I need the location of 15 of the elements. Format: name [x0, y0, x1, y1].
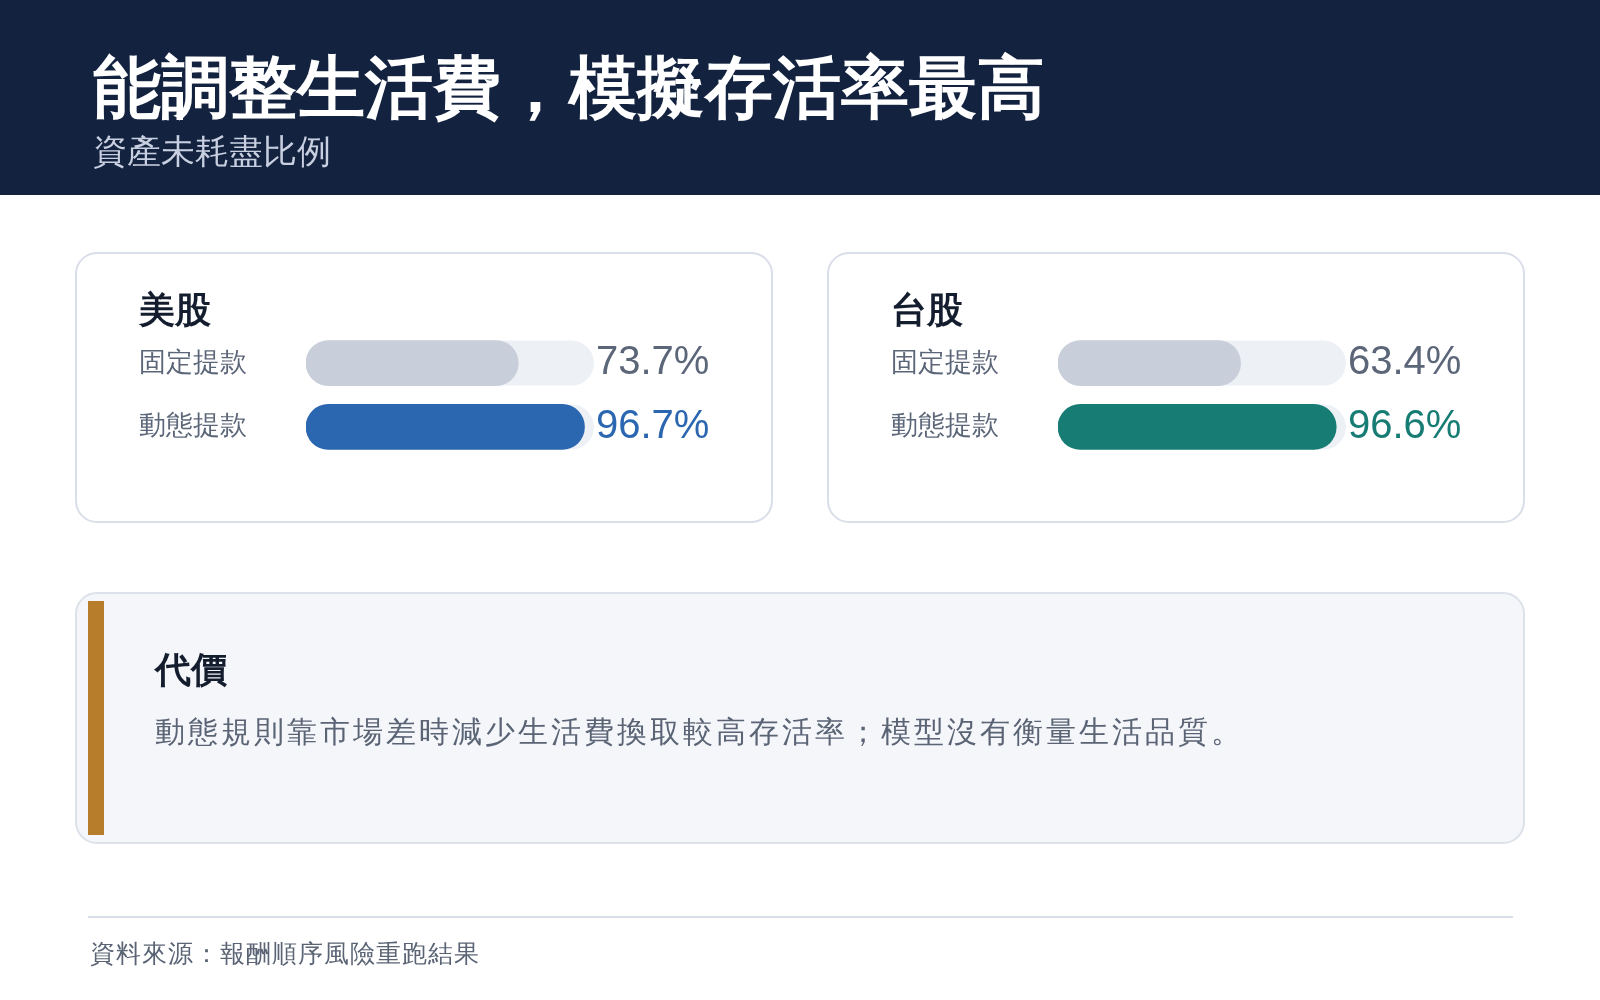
text: 動態規則靠市場差時減少生活費換取較高存活率；模型沒有衡量生活品質。 — [155, 715, 1244, 749]
chart-title: 台股 — [891, 289, 963, 330]
text: 能調整生活費，模擬存活率最高 — [93, 49, 1045, 125]
text: 代價 — [155, 649, 227, 690]
source-note: 資料來源：報酬順序風險重跑結果 — [90, 938, 480, 968]
text: 資產未耗盡比例 — [93, 132, 331, 170]
data-label: 63.4% — [1348, 338, 1462, 383]
y-tick-label: 固定提款 — [891, 346, 999, 377]
y-tick-label: 固定提款 — [139, 346, 247, 377]
chart-title: 美股 — [139, 289, 211, 330]
y-tick-label: 動態提款 — [891, 410, 999, 441]
data-label: 96.7% — [596, 401, 710, 446]
data-label: 73.7% — [596, 338, 710, 383]
y-tick-label: 動態提款 — [139, 410, 247, 441]
data-label: 96.6% — [1348, 401, 1462, 446]
